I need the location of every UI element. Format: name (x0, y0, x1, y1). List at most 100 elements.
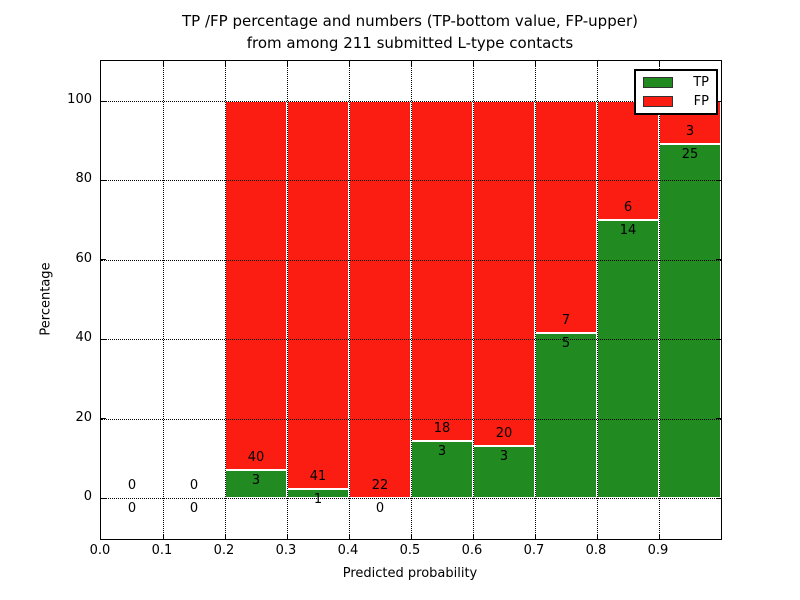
bar-count-label-tp: 0 (375, 501, 385, 516)
chart-title: TP /FP percentage and numbers (TP-bottom… (100, 10, 720, 54)
bar-count-label-fp: 0 (127, 478, 137, 493)
x-tick-label: 0.7 (523, 543, 545, 558)
x-tick-label: 0.0 (89, 543, 111, 558)
bar-segment-tp (597, 220, 659, 498)
x-tick-label: 0.2 (213, 543, 235, 558)
bar-count-label-fp: 7 (561, 312, 571, 328)
bar-segment-fp (473, 101, 535, 447)
y-tick-label: 100 (67, 92, 92, 107)
vertical-gridline (534, 61, 536, 539)
x-tick-mark (410, 534, 412, 539)
x-tick-mark (286, 61, 288, 66)
x-tick-mark (658, 534, 660, 539)
y-tick-mark (716, 179, 721, 181)
y-tick-mark (101, 338, 106, 340)
x-tick-mark (658, 61, 660, 66)
bar-segment-tp (659, 143, 721, 498)
bar-count-label-fp: 40 (247, 450, 265, 466)
bar-count-label-tp: 3 (499, 449, 509, 465)
y-tick-mark (101, 418, 106, 420)
bar-count-label-tp: 3 (251, 473, 261, 489)
y-tick-mark (101, 100, 106, 102)
bar-count-label-fp: 22 (371, 478, 389, 493)
vertical-gridline (348, 61, 350, 539)
x-tick-mark (596, 61, 598, 66)
x-tick-mark (472, 534, 474, 539)
chart-title-line2: from among 211 submitted L-type contacts (246, 34, 574, 52)
chart-title-line1: TP /FP percentage and numbers (TP-bottom… (182, 12, 638, 30)
x-tick-mark (224, 534, 226, 539)
legend-swatch-fp-icon (643, 96, 673, 107)
y-tick-mark (716, 418, 721, 420)
bar-count-label-tp: 0 (189, 501, 199, 516)
vertical-gridline (410, 61, 412, 539)
vertical-gridline (472, 61, 474, 539)
bar-segment-fp (349, 101, 411, 498)
vertical-gridline (286, 61, 288, 539)
x-tick-mark (162, 534, 164, 539)
bar-segment-tp (225, 470, 287, 498)
y-tick-label: 60 (75, 250, 92, 266)
x-tick-label: 0.3 (275, 543, 297, 558)
bar-count-label-fp: 20 (495, 426, 513, 442)
y-tick-label: 20 (75, 409, 92, 425)
bar-count-label-fp: 3 (685, 123, 695, 139)
y-tick-mark (101, 497, 106, 499)
x-tick-label: 0.4 (337, 543, 359, 558)
y-tick-label: 40 (75, 330, 92, 346)
x-axis-label: Predicted probability (342, 566, 478, 581)
x-tick-label: 0.9 (647, 543, 669, 558)
bar-count-label-fp: 0 (189, 478, 199, 493)
y-tick-mark (716, 338, 721, 340)
bar-count-label-fp: 18 (433, 421, 451, 437)
x-tick-mark (596, 534, 598, 539)
x-tick-label: 0.5 (399, 543, 421, 558)
bar-count-label-tp: 3 (437, 444, 447, 460)
x-tick-mark (348, 61, 350, 66)
vertical-gridline (162, 61, 164, 539)
x-tick-label: 0.8 (585, 543, 607, 558)
bar-segment-tp (411, 441, 473, 498)
bar-segment-fp (225, 101, 287, 471)
vertical-gridline (596, 61, 598, 539)
bar-count-label-fp: 6 (623, 200, 633, 216)
legend-label-fp: FP (693, 94, 709, 109)
y-tick-mark (716, 259, 721, 261)
bar-count-label-tp: 14 (619, 223, 637, 239)
bar-segment-tp (535, 332, 597, 498)
legend-entry-tp: TP (643, 76, 709, 89)
x-tick-mark (410, 61, 412, 66)
x-tick-mark (162, 61, 164, 66)
x-tick-mark (472, 61, 474, 66)
y-tick-mark (101, 179, 106, 181)
vertical-gridline (658, 61, 660, 539)
x-tick-mark (348, 534, 350, 539)
x-tick-mark (534, 61, 536, 66)
y-tick-mark (716, 100, 721, 102)
bar-count-label-tp: 0 (127, 501, 137, 516)
x-tick-mark (224, 61, 226, 66)
legend-entry-fp: FP (643, 95, 709, 108)
vertical-gridline (224, 61, 226, 539)
bar-count-label-tp: 1 (313, 491, 323, 507)
y-axis-label: Percentage (38, 262, 54, 336)
bar-segment-fp (287, 101, 349, 489)
plot-area: 0 0 0 0 40 3 41 1 22 0 18 3 20 3 7 5 6 14 3 25 TP FP (100, 60, 722, 540)
x-tick-label: 0.6 (461, 543, 483, 558)
y-tick-mark (101, 259, 106, 261)
x-tick-mark (534, 534, 536, 539)
bar-count-label-tp: 25 (681, 146, 699, 162)
x-tick-label: 0.1 (151, 543, 173, 558)
legend-label-tp: TP (693, 75, 709, 90)
bar-segment-fp (535, 101, 597, 333)
legend: TP FP (634, 69, 718, 115)
bar-segment-fp (411, 101, 473, 442)
legend-swatch-tp-icon (643, 77, 673, 88)
bar-count-label-tp: 5 (561, 335, 571, 351)
y-tick-mark (716, 497, 721, 499)
bar-count-label-fp: 41 (309, 468, 327, 484)
y-tick-label: 80 (75, 171, 92, 187)
x-tick-mark (286, 534, 288, 539)
y-tick-label: 0 (83, 489, 92, 504)
